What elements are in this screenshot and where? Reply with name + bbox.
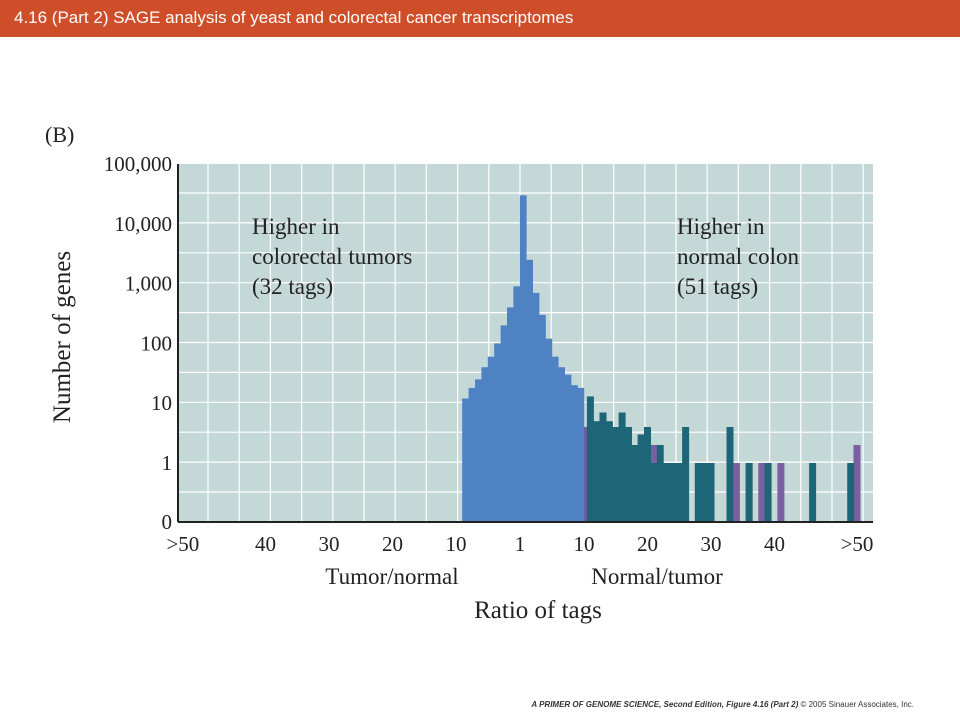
bar-center-5 [494,343,501,522]
bar-tumor-normal-0 [853,445,861,522]
bar-normal-tumor-12 [663,463,670,522]
gridlines [178,164,873,522]
bar-normal-tumor-8 [637,434,645,522]
bar-center-12 [539,314,546,522]
bar-normal-tumor-11 [656,445,664,522]
x-tick-label: 10 [446,532,467,556]
y-tick-label: 100 [141,331,173,355]
bar-normal-tumor-17 [701,463,709,522]
annotation-line: (32 tags) [252,274,333,299]
x-group-label-tumor: Tumor/normal [325,564,458,589]
y-tick-label: 1,000 [125,272,172,296]
bar-normal-tumor-19 [726,427,734,522]
annotations: Higher in colorectal tumors (32 tags) Highe… [252,214,799,299]
bar-center-15 [558,367,565,522]
y-axis-title: Number of genes [49,251,76,423]
y-tick-label: 10,000 [114,212,172,236]
bar-tumor-normal-2 [758,463,766,522]
annotation-line: Higher in [677,214,765,239]
y-tick-label: 10 [151,391,172,415]
x-tick-label: 20 [637,532,658,556]
x-tick-label: >50 [166,532,199,556]
x-tick-label: 40 [255,532,276,556]
bar-center-13 [545,338,553,522]
y-tick-label: 1 [162,451,173,475]
bar-normal-tumor-5 [618,412,626,522]
bar-center-1 [468,387,476,522]
bar-normal-tumor-14 [675,463,683,522]
bar-normal-tumor-18 [707,463,715,522]
bar-normal-tumor-7 [631,445,639,522]
bar-center-9 [519,195,527,523]
bar-normal-tumor-6 [625,427,632,522]
bar-normal-tumor-22 [809,463,817,522]
bar-tumor-normal-4 [732,463,740,522]
bar-normal-tumor-4 [612,427,620,522]
bar-normal-tumor-9 [644,427,651,522]
x-tick-label: 40 [764,532,785,556]
x-tick-label: 30 [319,532,340,556]
bar-normal-tumor-16 [694,463,702,522]
x-tick-label: 30 [701,532,722,556]
bar-center-4 [487,356,495,522]
bar-normal-tumor-13 [669,463,677,522]
x-tick-label: 10 [574,532,595,556]
footer-credit: A PRIMER OF GENOME SCIENCE, Second Editi… [531,700,914,709]
footer-copyright: © 2005 Sinauer Associates, Inc. [800,700,914,709]
bar-center-10 [526,259,533,522]
bar-center-7 [507,307,514,522]
bar-normal-tumor-2 [599,412,607,522]
bar-center-14 [551,356,559,522]
annotation-line: colorectal tumors [252,244,412,269]
x-tick-labels: >50 40 30 20 10 1 10 20 30 40 >50 [166,532,873,556]
bar-center-0 [462,398,469,522]
footer-book-title: A PRIMER OF GENOME SCIENCE, Second Editi… [531,700,799,709]
bar-normal-tumor-20 [745,463,753,522]
y-tick-label: 100,000 [104,152,172,176]
bars [462,195,861,523]
annotation-line: normal colon [677,244,799,269]
x-group-label-normal: Normal/tumor [591,564,723,589]
x-tick-label: >50 [841,532,874,556]
annotation-line: Higher in [252,214,340,239]
x-tick-label: 20 [382,532,403,556]
bar-normal-tumor-1 [593,421,601,522]
bar-normal-tumor-0 [586,396,594,522]
x-tick-label: 1 [515,532,526,556]
bar-normal-tumor-21 [764,463,772,522]
panel-label: (B) [45,122,74,147]
bar-center-17 [571,385,578,522]
x-axis-title: Ratio of tags [474,597,602,624]
bar-center-16 [564,374,572,522]
bar-tumor-normal-1 [777,463,785,522]
bar-center-11 [532,292,540,522]
annotation-line: (51 tags) [677,274,758,299]
bar-normal-tumor-23 [847,463,855,522]
bar-normal-tumor-15 [682,427,690,522]
bar-center-2 [475,379,482,522]
slide-title: 4.16 (Part 2) SAGE analysis of yeast and… [14,8,574,27]
slide-title-bar: 4.16 (Part 2) SAGE analysis of yeast and… [0,0,960,37]
bar-center-6 [500,325,508,522]
bar-center-8 [513,286,521,522]
bar-normal-tumor-3 [605,421,613,522]
y-tick-label: 0 [162,510,173,534]
bar-center-3 [481,367,489,522]
bar-normal-tumor-10 [650,463,658,522]
y-tick-labels: 0 1 10 100 1,000 10,000 100,000 [104,152,172,534]
bar-center-18 [577,387,585,522]
